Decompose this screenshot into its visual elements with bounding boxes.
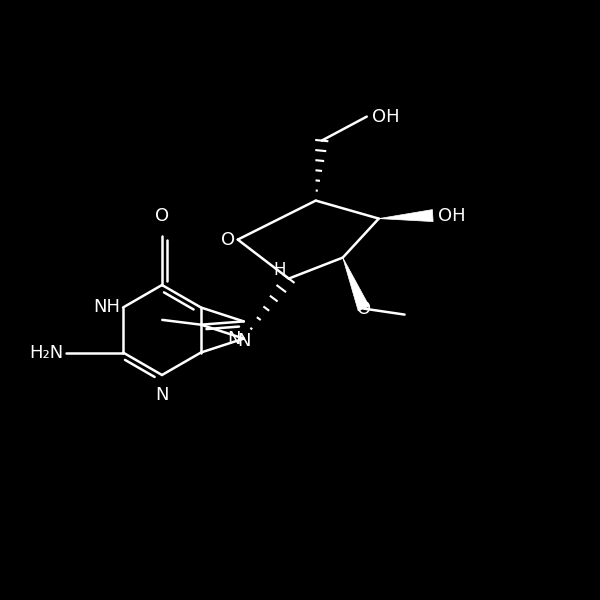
Text: NH: NH (93, 298, 120, 317)
Text: H: H (273, 260, 286, 278)
Text: O: O (221, 230, 235, 248)
Text: OH: OH (437, 206, 465, 224)
Text: OH: OH (371, 107, 399, 125)
Text: N: N (155, 386, 169, 404)
Text: N: N (237, 332, 251, 350)
Polygon shape (343, 257, 370, 311)
Text: O: O (155, 207, 169, 225)
Polygon shape (379, 209, 433, 221)
Text: H₂N: H₂N (29, 343, 63, 361)
Text: O: O (357, 299, 371, 317)
Text: N: N (227, 329, 241, 347)
